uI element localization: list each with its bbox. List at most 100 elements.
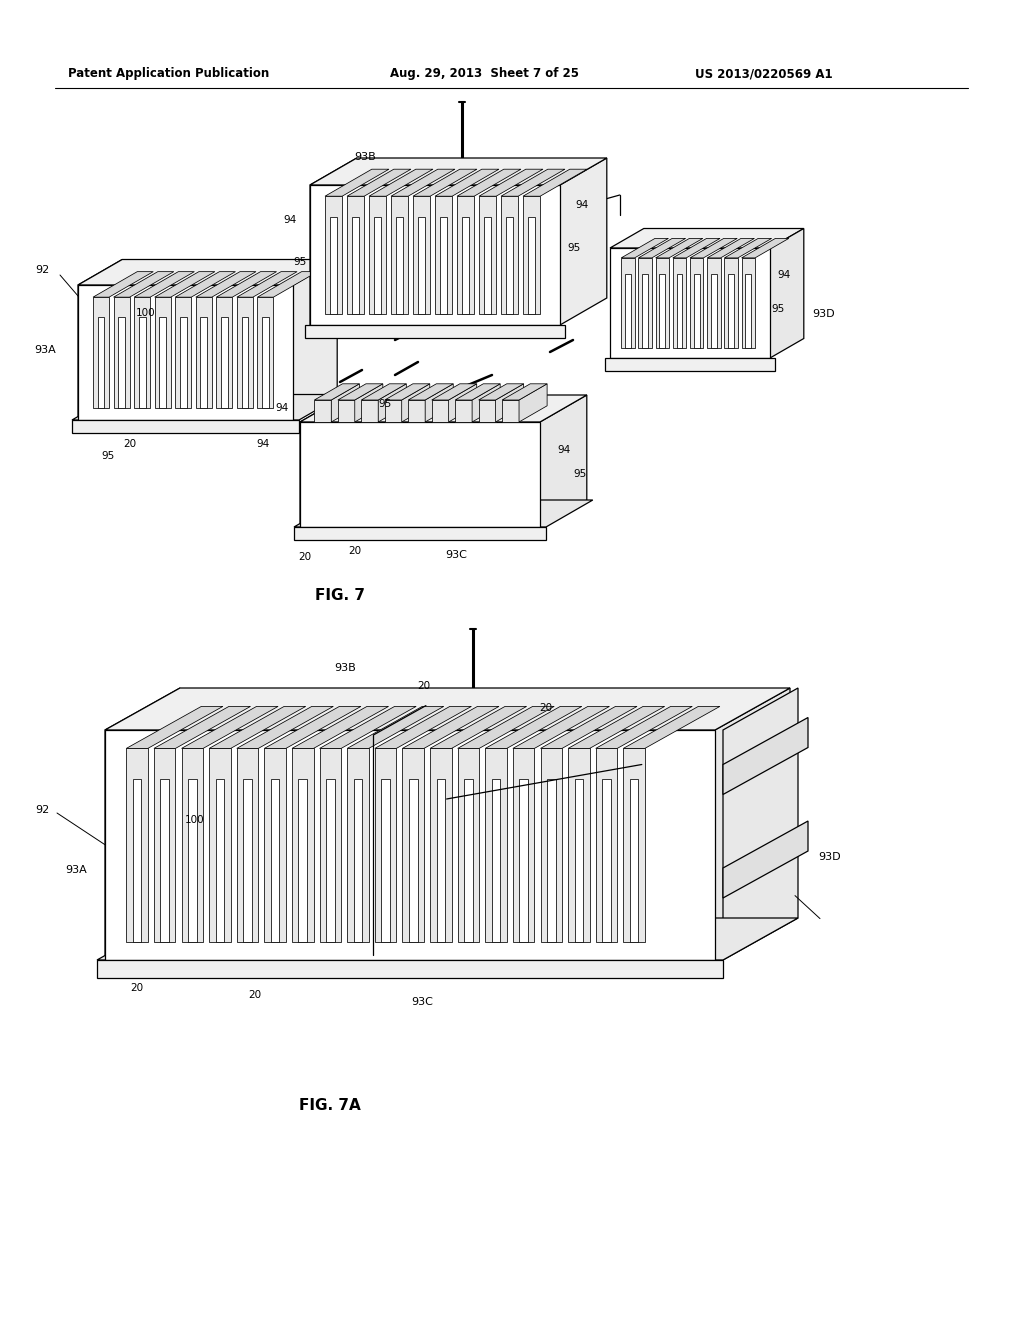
Polygon shape: [741, 239, 788, 257]
Polygon shape: [209, 706, 306, 748]
Polygon shape: [485, 748, 507, 941]
Polygon shape: [133, 779, 141, 941]
Polygon shape: [413, 169, 477, 197]
Polygon shape: [369, 169, 433, 197]
Polygon shape: [402, 748, 424, 941]
Polygon shape: [126, 706, 223, 748]
Polygon shape: [209, 748, 230, 941]
Polygon shape: [501, 169, 565, 197]
Polygon shape: [449, 384, 477, 422]
Polygon shape: [401, 384, 430, 422]
Polygon shape: [319, 748, 341, 941]
Polygon shape: [690, 239, 737, 257]
Polygon shape: [354, 384, 383, 422]
Text: 20: 20: [130, 983, 143, 993]
Polygon shape: [478, 384, 523, 400]
Polygon shape: [196, 297, 212, 408]
Polygon shape: [154, 706, 251, 748]
Polygon shape: [711, 275, 717, 348]
Polygon shape: [325, 169, 389, 197]
Polygon shape: [134, 297, 151, 408]
Polygon shape: [402, 706, 499, 748]
Polygon shape: [484, 218, 492, 314]
Polygon shape: [659, 275, 666, 348]
Polygon shape: [673, 239, 720, 257]
Polygon shape: [352, 218, 359, 314]
Polygon shape: [770, 228, 804, 358]
Polygon shape: [257, 297, 273, 408]
Polygon shape: [673, 257, 686, 348]
Polygon shape: [294, 527, 546, 540]
Polygon shape: [602, 779, 610, 941]
Polygon shape: [93, 297, 110, 408]
Text: FIG. 7: FIG. 7: [315, 589, 365, 603]
Polygon shape: [624, 706, 720, 748]
Polygon shape: [568, 748, 590, 941]
Polygon shape: [528, 218, 536, 314]
Polygon shape: [347, 748, 369, 941]
Polygon shape: [292, 748, 313, 941]
Polygon shape: [547, 779, 556, 941]
Text: 92: 92: [36, 805, 50, 814]
Polygon shape: [126, 748, 147, 941]
Polygon shape: [425, 384, 454, 422]
Polygon shape: [708, 257, 721, 348]
Polygon shape: [472, 384, 500, 422]
Polygon shape: [655, 257, 669, 348]
Text: 94: 94: [284, 215, 297, 224]
Polygon shape: [155, 272, 215, 297]
Polygon shape: [541, 748, 562, 941]
Polygon shape: [496, 384, 523, 422]
Polygon shape: [264, 748, 286, 941]
Polygon shape: [723, 688, 798, 960]
Polygon shape: [78, 260, 122, 420]
Polygon shape: [413, 197, 430, 314]
Polygon shape: [456, 400, 472, 422]
Polygon shape: [72, 420, 299, 433]
Polygon shape: [237, 748, 258, 941]
Polygon shape: [605, 358, 775, 371]
Polygon shape: [630, 779, 638, 941]
Polygon shape: [655, 239, 702, 257]
Text: 94: 94: [256, 440, 269, 449]
Polygon shape: [326, 779, 335, 941]
Polygon shape: [724, 257, 738, 348]
Polygon shape: [391, 169, 455, 197]
Polygon shape: [519, 779, 528, 941]
Polygon shape: [622, 239, 669, 257]
Polygon shape: [385, 400, 401, 422]
Polygon shape: [458, 706, 554, 748]
Polygon shape: [435, 197, 453, 314]
Text: 95: 95: [101, 451, 115, 461]
Polygon shape: [353, 779, 362, 941]
Polygon shape: [745, 275, 752, 348]
Polygon shape: [257, 272, 317, 297]
Text: 93B: 93B: [354, 152, 376, 162]
Text: US 2013/0220569 A1: US 2013/0220569 A1: [695, 67, 833, 81]
Polygon shape: [105, 688, 180, 960]
Polygon shape: [237, 706, 334, 748]
Polygon shape: [409, 779, 418, 941]
Polygon shape: [97, 917, 798, 960]
Polygon shape: [502, 400, 519, 422]
Polygon shape: [375, 748, 396, 941]
Polygon shape: [513, 706, 609, 748]
Polygon shape: [457, 169, 521, 197]
Polygon shape: [310, 158, 356, 325]
Polygon shape: [325, 197, 342, 314]
Text: 93D: 93D: [812, 309, 835, 319]
Polygon shape: [118, 317, 125, 408]
Text: 93A: 93A: [34, 345, 56, 355]
Text: 20: 20: [540, 704, 553, 713]
Polygon shape: [300, 395, 587, 422]
Polygon shape: [369, 197, 386, 314]
Polygon shape: [181, 706, 279, 748]
Text: 95: 95: [573, 469, 587, 479]
Polygon shape: [492, 779, 501, 941]
Polygon shape: [378, 384, 407, 422]
Polygon shape: [568, 706, 665, 748]
Polygon shape: [479, 197, 497, 314]
Polygon shape: [134, 272, 195, 297]
Polygon shape: [502, 384, 547, 400]
Polygon shape: [196, 272, 256, 297]
